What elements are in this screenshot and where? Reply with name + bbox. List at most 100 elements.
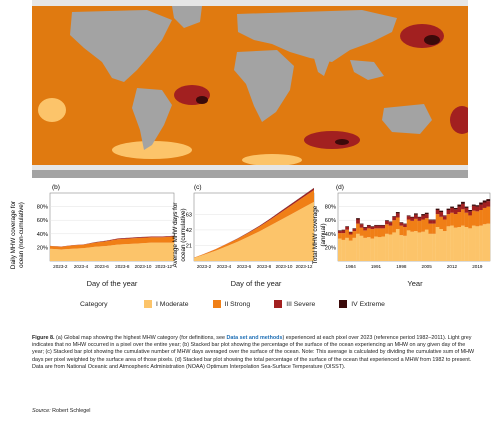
panel-d-bar	[352, 229, 357, 232]
panel-d-bar	[442, 231, 447, 261]
panel-c-xtick-label: 2023-12	[296, 264, 313, 269]
panel-b-xlabel: Day of the year	[86, 279, 138, 288]
panel-d-bar	[464, 212, 469, 227]
panel-b-xtick-label: 2023-8	[115, 264, 130, 269]
panel-d-bar	[450, 225, 454, 261]
panel-d-bar	[341, 239, 346, 261]
panel-d-bar	[482, 207, 487, 225]
panel-d-bar	[471, 225, 476, 261]
panel-d-ylabel-line1: Total MHW coverage	[312, 205, 319, 264]
panel-b-area-i-moderate	[50, 242, 174, 261]
panel-d-bar	[403, 224, 407, 227]
panel-d-bar	[439, 216, 444, 230]
panel-d-bar	[385, 224, 389, 234]
panel-d-bar	[482, 202, 487, 208]
panel-d-bar	[464, 207, 469, 213]
panel-d-bar	[388, 221, 393, 223]
panel-c-ylabel-line1: Average MHW days for	[172, 203, 179, 268]
panel-d-bar	[381, 228, 386, 237]
legend-swatch-extreme	[339, 300, 348, 308]
panel-d-bar	[464, 206, 469, 208]
panel-d-bar	[403, 223, 407, 225]
panel-d-bar	[446, 214, 451, 227]
panel-d-bar	[363, 227, 368, 228]
panel-d-bar	[442, 219, 447, 232]
panel-d-bar	[475, 206, 480, 212]
panel-d-bar	[392, 216, 397, 221]
panel-d-bar	[348, 234, 353, 241]
panel-d-bar	[338, 233, 342, 239]
panel-d-plot: 20% 40% 60% 80% 1984 1991 1998 2005 2012 2019	[325, 192, 491, 269]
panel-d-bar	[366, 228, 371, 238]
panel-b-ytick-label: 60%	[37, 218, 48, 224]
panel-d-bar	[479, 210, 483, 226]
panel-d-bar	[406, 219, 411, 231]
legend-item-strong: II Strong	[212, 300, 250, 308]
panel-c-xtick-label: 2023-2	[197, 264, 212, 269]
panel-d-bar	[345, 237, 350, 261]
panel-d-bar	[432, 219, 436, 221]
panel-d-bar	[428, 219, 433, 221]
panel-d-bar	[439, 212, 444, 217]
panel-d-bar	[457, 227, 462, 261]
panel-b-xtick-label: 2023-4	[74, 264, 89, 269]
panel-d-bar	[392, 216, 397, 217]
panel-d-bar	[464, 227, 469, 261]
panel-b-chart: (b) Daily MHW coverage for ocean (non-cu…	[10, 184, 175, 269]
panel-c-chart: (c) Average MHW days for ocean (cumulati…	[172, 184, 315, 269]
panel-d-bar	[461, 209, 465, 226]
panel-c-xlabel: Day of the year	[230, 279, 282, 288]
panel-d-xtick-label: 1984	[346, 264, 357, 269]
panel-d-bar	[410, 216, 415, 218]
panel-b-ytick-label: 40%	[37, 232, 48, 238]
panel-d-bar	[341, 233, 346, 240]
panel-d-xlabel: Year	[407, 279, 423, 288]
panel-d-bar	[348, 232, 353, 235]
caption-text-1: (a) Global map showing the highest MHW c…	[54, 335, 227, 341]
panel-b-ylabel-line2: ocean (non-cumulative)	[18, 202, 25, 268]
caption-link[interactable]: Data set and methods	[226, 335, 283, 341]
panel-d-bar	[486, 223, 491, 261]
panel-d-bar	[432, 223, 436, 234]
map-arctic-no-mhw	[32, 0, 468, 6]
panel-b-xtick-label: 2023-12	[155, 264, 172, 269]
panel-d-bar	[370, 226, 375, 227]
panel-b-area-ii-strong	[50, 236, 174, 250]
panel-d-bar	[471, 210, 476, 226]
panel-d-bar	[421, 214, 426, 216]
panel-c-plot: 21 42 63 2023-2 2023-4 2023-6 2023-8 2023-10 202…	[186, 187, 315, 269]
panel-d-bar	[486, 201, 491, 207]
panel-d-bar	[359, 227, 364, 236]
panel-d-bar	[410, 217, 415, 221]
panel-d-bar	[479, 202, 483, 205]
panel-d-bar	[374, 236, 378, 261]
panel-d-bar	[424, 229, 429, 261]
panel-d-bar	[439, 229, 444, 261]
panel-b-xtick-label: 2023-2	[53, 264, 68, 269]
panel-d-bar	[381, 224, 386, 226]
panel-c-ylabel-line2: ocean (cumulative)	[180, 208, 187, 261]
panel-d-bar	[381, 236, 386, 261]
panel-d-bar	[446, 226, 451, 261]
panel-c-xtick-label: 2023-4	[217, 264, 232, 269]
panel-d-bar	[363, 227, 368, 231]
source-text: Robert Schlegel	[50, 408, 91, 414]
panel-d-bar	[359, 224, 364, 228]
panel-d-bar	[410, 231, 415, 261]
panel-c-xtick-label: 2023-6	[237, 264, 252, 269]
panel-d-bar	[374, 225, 378, 229]
panel-d-bar	[428, 223, 433, 234]
map-extreme-patches	[196, 35, 440, 145]
panel-d-bar	[482, 224, 487, 261]
legend-swatch-strong	[212, 300, 221, 308]
panel-b-area-iii-severe	[50, 235, 174, 247]
source-label: Source:	[32, 408, 51, 414]
caption-text-2: ) experienced at each pixel over 2023 (r…	[32, 335, 475, 370]
panel-d-bar	[385, 220, 389, 225]
panel-d-bar	[471, 205, 476, 211]
panel-d-bar	[410, 220, 415, 232]
panel-d-bar	[381, 225, 386, 229]
panel-d-bar	[486, 206, 491, 224]
figure-source: Source: Robert Schlegel	[32, 408, 90, 414]
panel-d-bar	[385, 220, 389, 221]
